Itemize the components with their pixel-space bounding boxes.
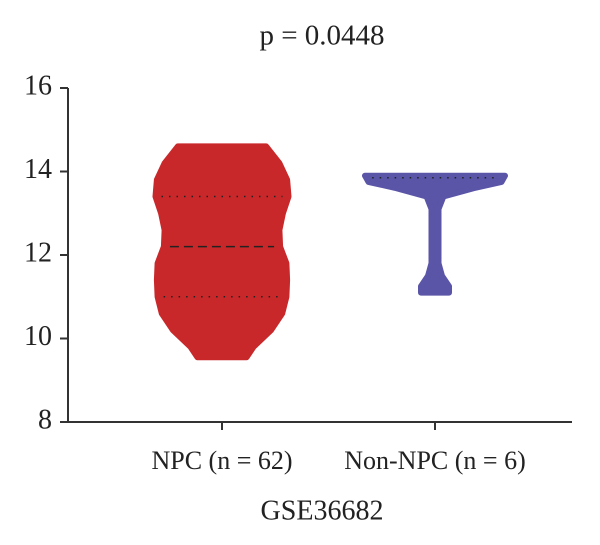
x-tick-label: Non-NPC (n = 6) [344, 446, 526, 475]
x-tick-label: NPC (n = 62) [151, 446, 292, 475]
y-tick-label: 14 [24, 154, 52, 185]
violin [152, 143, 292, 361]
y-tick-label: 12 [24, 237, 52, 268]
y-tick-label: 16 [24, 70, 52, 101]
x-axis-label: GSE36682 [261, 495, 384, 526]
y-tick-label: 10 [24, 321, 52, 352]
chart-title: p = 0.0448 [259, 20, 384, 52]
violin [362, 172, 508, 296]
y-tick-label: 8 [38, 404, 52, 435]
